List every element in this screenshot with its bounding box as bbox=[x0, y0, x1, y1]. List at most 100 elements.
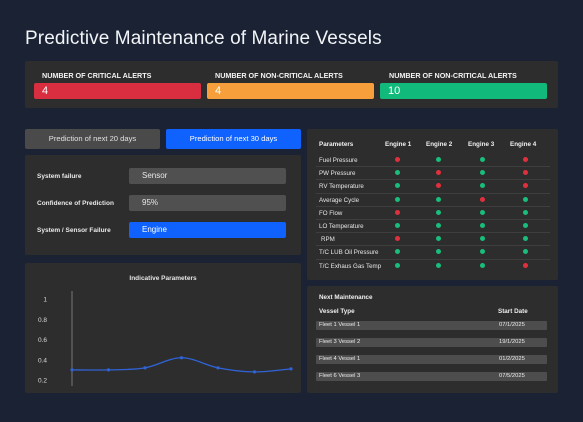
series-line bbox=[71, 357, 292, 373]
y-tick-label: 0.8 bbox=[38, 317, 47, 324]
tab-prediction-30-days[interactable]: Prediction of next 30 days bbox=[166, 129, 301, 149]
status-dot bbox=[394, 157, 400, 162]
y-tick-label: 1 bbox=[43, 297, 47, 304]
status-dot bbox=[522, 236, 528, 242]
parameter-label: LO Temperature bbox=[319, 223, 364, 230]
non-critical-alerts-count: 4 bbox=[207, 83, 374, 99]
row-divider bbox=[316, 205, 550, 207]
vessel-type-header: Vessel Type bbox=[319, 308, 355, 315]
status-dot bbox=[394, 236, 400, 242]
header-engine-3: Engine 3 bbox=[468, 141, 495, 148]
non-critical-alerts-label: NUMBER OF NON-CRITICAL ALERTS bbox=[215, 71, 343, 80]
status-dot bbox=[479, 196, 485, 202]
status-dot bbox=[394, 209, 400, 215]
status-dot bbox=[479, 249, 485, 255]
status-dot bbox=[479, 170, 485, 176]
status-dot bbox=[522, 196, 528, 202]
page-title: Predictive Maintenance of Marine Vessels bbox=[25, 28, 382, 49]
status-dot bbox=[435, 196, 441, 202]
indicative-parameters-panel: Indicative Parameters 1 0.8 0.6 0.4 0.2 bbox=[25, 263, 301, 393]
status-dot bbox=[522, 183, 528, 189]
status-dot bbox=[394, 196, 400, 202]
status-dot bbox=[522, 209, 528, 215]
critical-alerts-count: 4 bbox=[34, 83, 201, 99]
sensor-failure-value: Engine bbox=[129, 222, 286, 238]
header-engine-2: Engine 2 bbox=[426, 141, 453, 148]
status-dot bbox=[522, 170, 528, 176]
status-dot bbox=[479, 236, 485, 242]
data-point bbox=[179, 356, 184, 360]
status-dot bbox=[435, 249, 441, 255]
parameter-label: RV Temperature bbox=[319, 183, 364, 191]
status-dot bbox=[435, 223, 441, 228]
vessel-type: Fleet 6 Vessel 3 bbox=[319, 373, 361, 379]
data-point bbox=[252, 370, 257, 374]
status-dot bbox=[394, 262, 400, 268]
status-dot bbox=[479, 183, 485, 189]
data-point bbox=[143, 366, 147, 370]
next-maintenance-panel: Next Maintenance Vessel Type Start Date … bbox=[307, 286, 558, 393]
indicative-parameters-chart: 1 0.8 0.6 0.4 0.2 bbox=[38, 291, 293, 386]
vessel-type: Fleet 3 Vessel 2 bbox=[319, 339, 361, 345]
status-dot bbox=[479, 223, 485, 228]
engine-status-table: Parameters Engine 1 Engine 2 Engine 3 En… bbox=[307, 129, 558, 280]
start-date: 19/1/2025 bbox=[499, 339, 525, 345]
data-point bbox=[216, 366, 220, 370]
header-engine-1: Engine 1 bbox=[385, 141, 412, 148]
status-dot bbox=[394, 170, 400, 176]
status-dot bbox=[435, 157, 441, 162]
row-divider bbox=[316, 232, 550, 234]
maintenance-row[interactable]: Fleet 6 Vessel 3 07/5/2025 bbox=[316, 372, 547, 381]
confidence-value: 95% bbox=[129, 195, 286, 211]
vessel-type: Fleet 1 Vessel 1 bbox=[319, 322, 361, 328]
status-dot bbox=[394, 223, 400, 228]
parameter-label: T/C Exhaus Gas Temp bbox=[319, 262, 382, 270]
maintenance-row[interactable]: Fleet 3 Vessel 2 19/1/2025 bbox=[316, 338, 547, 347]
row-divider bbox=[316, 245, 550, 247]
parameter-label: RPM bbox=[321, 236, 335, 244]
status-dot bbox=[435, 170, 441, 176]
row-divider bbox=[316, 258, 550, 260]
y-tick-label: 0.6 bbox=[38, 337, 47, 344]
status-dot bbox=[522, 262, 528, 268]
system-failure-label: System failure bbox=[37, 173, 82, 180]
start-date: 01/2/2025 bbox=[499, 356, 525, 362]
start-date: 07/1/2025 bbox=[499, 322, 525, 328]
start-date-header: Start Date bbox=[498, 308, 528, 315]
header-engine-4: Engine 4 bbox=[510, 141, 537, 148]
y-tick-label: 0.2 bbox=[38, 378, 47, 385]
status-dot bbox=[394, 249, 400, 255]
status-dot bbox=[435, 236, 441, 242]
row-divider bbox=[316, 192, 550, 194]
parameter-label: T/C LUB Oil Pressure bbox=[319, 249, 379, 257]
header-parameters: Parameters bbox=[319, 141, 354, 148]
confidence-label: Confidence of Prediction bbox=[37, 200, 114, 207]
data-point bbox=[70, 368, 74, 372]
y-tick-label: 0.4 bbox=[38, 357, 47, 364]
sensor-failure-label: System / Sensor Failure bbox=[37, 227, 111, 234]
status-dot bbox=[394, 183, 400, 189]
non-critical-alerts-count-2: 10 bbox=[380, 83, 547, 99]
parameter-label: PW Pressure bbox=[319, 170, 356, 178]
status-dot bbox=[435, 209, 441, 215]
status-dot bbox=[522, 249, 528, 255]
row-divider bbox=[316, 219, 550, 220]
vessel-type: Fleet 4 Vessel 1 bbox=[319, 356, 361, 362]
row-divider bbox=[316, 166, 550, 168]
data-point bbox=[106, 368, 111, 372]
row-divider bbox=[316, 179, 550, 181]
tab-prediction-20-days[interactable]: Prediction of next 20 days bbox=[25, 129, 160, 149]
parameter-label: Fuel Pressure bbox=[319, 157, 358, 164]
maintenance-row[interactable]: Fleet 4 Vessel 1 01/2/2025 bbox=[316, 355, 547, 364]
prediction-panel: System failure Sensor Confidence of Pred… bbox=[25, 155, 301, 255]
alerts-panel: NUMBER OF CRITICAL ALERTS 4 NUMBER OF NO… bbox=[25, 61, 558, 108]
system-failure-value: Sensor bbox=[129, 168, 286, 184]
maintenance-title: Next Maintenance bbox=[319, 294, 373, 301]
maintenance-row[interactable]: Fleet 1 Vessel 1 07/1/2025 bbox=[316, 321, 547, 330]
parameter-label: Average Cycle bbox=[319, 196, 360, 204]
status-dot bbox=[435, 183, 441, 189]
status-dot bbox=[479, 209, 485, 215]
status-dot bbox=[522, 223, 528, 228]
status-dot bbox=[522, 157, 528, 162]
critical-alerts-label: NUMBER OF CRITICAL ALERTS bbox=[42, 71, 152, 80]
